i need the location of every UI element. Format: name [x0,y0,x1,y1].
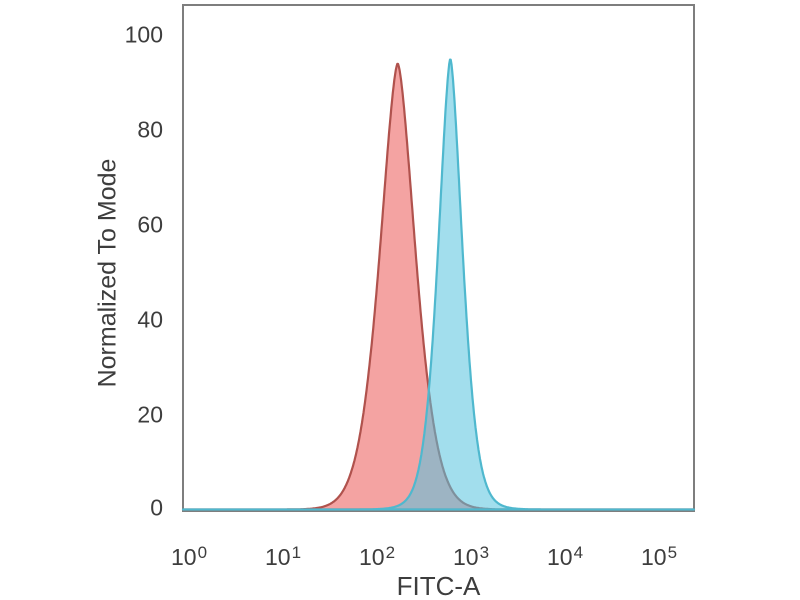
y-tick-label: 100 [124,21,163,48]
x-tick-label: 102 [358,543,396,570]
y-tick-label: 80 [137,116,163,143]
y-tick-label: 60 [137,211,163,238]
y-tick-label: 20 [137,401,163,428]
y-tick-label: 40 [137,306,163,333]
x-tick-label: 105 [640,543,678,570]
x-tick-label: 101 [264,543,302,570]
x-tick-label: 104 [546,543,584,570]
x-tick-label: 100 [170,543,208,570]
x-tick-label: 103 [452,543,490,570]
cyan-histogram-curve [181,58,696,511]
y-tick-label: 0 [150,494,163,521]
plot-frame [182,4,695,512]
x-axis-title: FITC-A [396,571,481,600]
y-axis-title: Normalized To Mode [93,158,122,388]
